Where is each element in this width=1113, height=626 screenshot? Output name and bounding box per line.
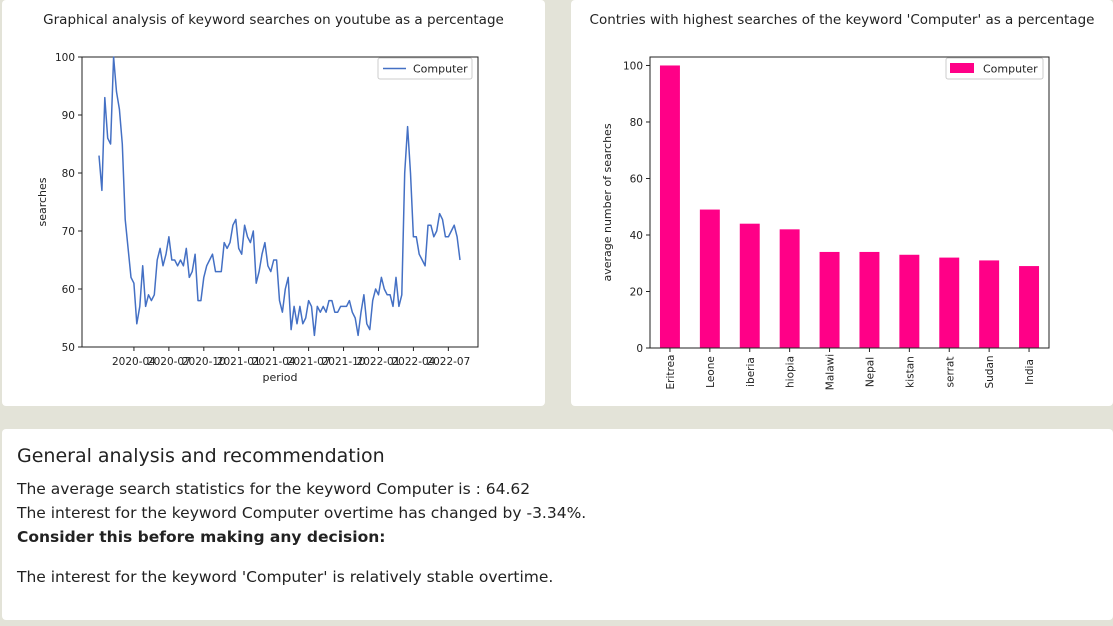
x-category-label: iberia — [745, 357, 757, 387]
bar-chart-card: Contries with highest searches of the ke… — [571, 0, 1113, 406]
stability-recommendation-text: The interest for the keyword 'Computer' … — [17, 568, 554, 586]
line-chart: 50607080901002020-042020-072020-102021-0… — [36, 52, 479, 384]
x-category-label: India — [1024, 359, 1036, 385]
bar-sierra-leone — [699, 209, 720, 348]
bar-liberia — [739, 223, 760, 348]
x-tick-label: 2022-01 — [357, 356, 401, 368]
bar-india — [1019, 266, 1040, 348]
y-tick-label: 60 — [62, 284, 75, 296]
y-tick-label: 70 — [62, 226, 75, 238]
x-tick-label: 2020-10 — [182, 356, 226, 368]
legend-label: Computer — [983, 63, 1038, 76]
y-tick-label: 90 — [62, 110, 75, 122]
line-legend: Computer — [377, 57, 473, 80]
bar-eritrea — [659, 65, 680, 348]
x-category-label: hiopia — [785, 356, 797, 388]
y-tick-label: 0 — [636, 343, 643, 355]
x-tick-label: 2021-07 — [287, 356, 331, 368]
y-axis-label: searches — [36, 177, 49, 226]
y-tick-label: 100 — [623, 60, 643, 72]
x-tick-label: 2022-07 — [426, 356, 470, 368]
x-tick-label: 2022-04 — [391, 356, 435, 368]
y-tick-label: 100 — [55, 52, 75, 64]
x-category-label: Leone — [705, 356, 717, 388]
bar-legend: Computer — [945, 57, 1044, 80]
x-category-label: Eritrea — [665, 355, 677, 390]
x-tick-label: 2020-04 — [112, 356, 156, 368]
x-tick-label: 2021-01 — [217, 356, 261, 368]
y-tick-label: 50 — [62, 342, 75, 354]
x-category-label: Malawi — [825, 354, 837, 390]
x-category-label: serrat — [944, 357, 956, 388]
x-category-label: Sudan — [984, 355, 996, 388]
average-statistic-text: The average search statistics for the ke… — [17, 480, 531, 498]
analysis-card: General analysis and recommendation The … — [2, 429, 1113, 620]
bar-chart: Eritrea Leone iberia hiopia Malawi Nepal kista… — [601, 56, 1050, 390]
x-category-label: kistan — [904, 356, 916, 388]
bar-sudan — [979, 260, 1000, 348]
bar-nepal — [859, 251, 880, 348]
bar-pakistan — [899, 254, 920, 348]
legend-box — [377, 57, 473, 80]
x-tick-label: 2021-10 — [322, 356, 366, 368]
y-tick-label: 80 — [630, 117, 643, 129]
change-statistic-text: The interest for the keyword Computer ov… — [17, 504, 587, 522]
x-tick-label: 2021-04 — [252, 356, 296, 368]
y-tick-label: 60 — [630, 173, 643, 185]
bar-ethiopia — [779, 229, 800, 348]
analysis-heading: General analysis and recommendation — [17, 445, 385, 467]
x-category-label: Nepal — [864, 357, 876, 387]
legend-bar-swatch — [950, 63, 974, 73]
series-line-computer — [98, 56, 461, 337]
consider-note: Consider this before making any decision… — [17, 528, 386, 546]
bar-montserrat — [939, 257, 960, 348]
line-chart-title: Graphical analysis of keyword searches o… — [43, 12, 504, 28]
y-tick-label: 80 — [62, 168, 75, 180]
x-tick-label: 2020-07 — [147, 356, 191, 368]
line-chart-card: Graphical analysis of keyword searches o… — [2, 0, 545, 406]
x-axis-label: period — [262, 371, 297, 384]
line-plot-frame — [81, 56, 479, 348]
y-axis-label: average number of searches — [601, 123, 614, 281]
bar-malawi — [819, 251, 840, 348]
y-tick-label: 40 — [630, 230, 643, 242]
bar-plot-frame — [649, 56, 1050, 349]
y-tick-label: 20 — [630, 286, 643, 298]
bar-chart-title: Contries with highest searches of the ke… — [589, 12, 1095, 28]
legend-label: Computer — [413, 63, 468, 76]
